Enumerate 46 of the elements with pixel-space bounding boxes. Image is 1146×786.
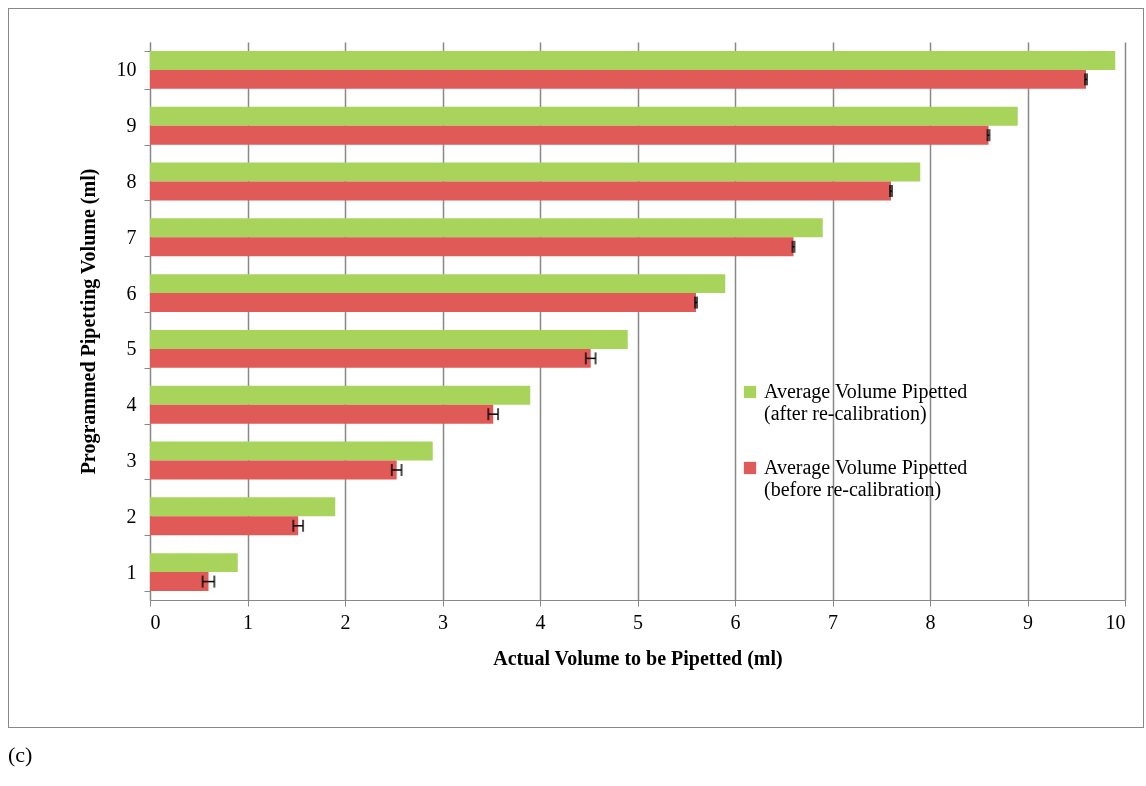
y-tick-label: 3 (126, 449, 137, 471)
x-tick-label: 6 (730, 610, 741, 633)
bar (150, 497, 336, 517)
y-tick-label: 4 (126, 393, 137, 416)
x-tick-label: 1 (243, 610, 253, 633)
bar (150, 441, 433, 461)
bar (150, 572, 209, 592)
bar (150, 293, 696, 313)
bar (150, 181, 891, 201)
y-tick-label: 7 (126, 225, 137, 248)
bar (150, 125, 989, 145)
x-tick-label: 9 (1023, 610, 1033, 633)
bar (150, 460, 397, 480)
bar (150, 50, 1116, 70)
x-tick-label: 10 (1105, 610, 1126, 633)
x-tick-label: 5 (633, 610, 643, 633)
legend-label: Average Volume Pipetted (after re-calibration) (764, 380, 968, 425)
bar (150, 274, 726, 294)
bar (150, 162, 921, 182)
y-tick-label: 8 (126, 170, 137, 192)
bar (150, 385, 531, 405)
bar (150, 69, 1086, 89)
y-tick-label: 2 (126, 504, 137, 527)
y-tick-label: 5 (126, 337, 137, 360)
x-tick-label: 3 (438, 610, 448, 633)
x-axis-title: Actual Volume to be Pipetted (ml) (493, 646, 783, 670)
bar (150, 516, 299, 536)
bar (150, 218, 823, 238)
x-tick-label: 2 (340, 610, 351, 633)
y-tick-label: 6 (126, 281, 137, 304)
bar (150, 348, 591, 368)
bar (150, 106, 1018, 126)
legend-label: Average Volume Pipetted (before re-calibration) (764, 456, 968, 501)
y-tick-label: 10 (116, 58, 137, 81)
bar (150, 553, 238, 573)
bar (150, 237, 794, 257)
x-tick-label: 8 (925, 610, 936, 633)
x-tick-label: 7 (828, 610, 838, 633)
x-tick-label: 4 (535, 610, 546, 633)
bar (150, 404, 494, 424)
y-axis-title: Programmed Pipetting Volume (ml) (76, 168, 100, 475)
x-tick-label: 0 (150, 610, 161, 633)
y-tick-label: 9 (126, 114, 137, 137)
bar (150, 329, 628, 349)
text: (c) (8, 742, 33, 768)
y-tick-label: 1 (126, 560, 137, 583)
